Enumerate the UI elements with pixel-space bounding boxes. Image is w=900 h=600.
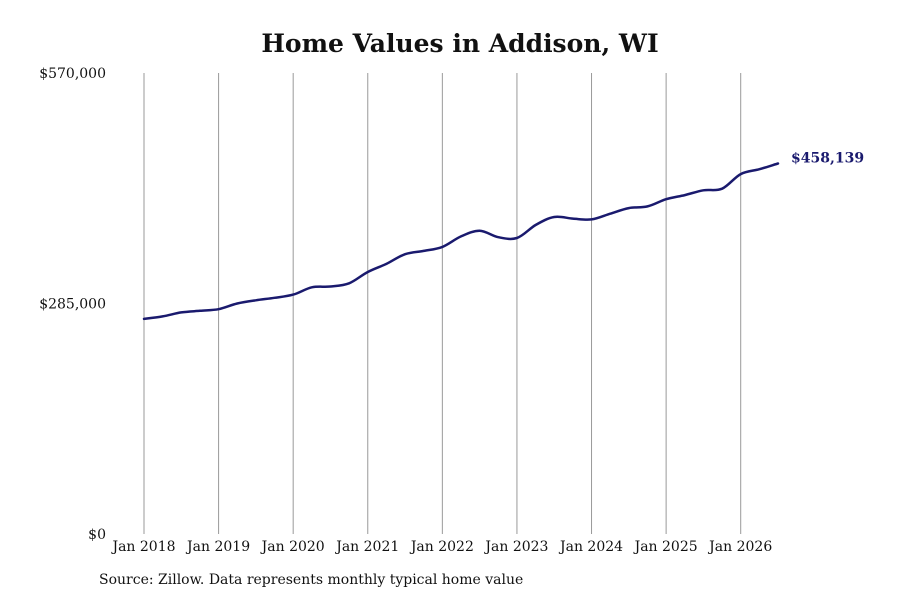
x-tick-label: Jan 2018: [110, 539, 175, 555]
y-tick-label: $0: [88, 527, 106, 543]
source-note: Source: Zillow. Data represents monthly …: [99, 572, 524, 588]
x-tick-label: Jan 2026: [707, 539, 772, 555]
chart-title: Home Values in Addison, WI: [261, 29, 658, 58]
y-tick-label: $570,000: [39, 66, 106, 82]
x-tick-label: Jan 2022: [409, 539, 474, 555]
y-axis: $0 $285,000 $570,000: [39, 66, 106, 543]
y-tick-label: $285,000: [39, 297, 106, 313]
series: [142, 162, 780, 321]
home-value-line: [142, 162, 780, 321]
grid: [143, 73, 742, 534]
x-tick-label: Jan 2023: [483, 539, 548, 555]
x-tick-label: Jan 2025: [633, 539, 698, 555]
end-value-label: $458,139: [791, 151, 864, 167]
x-tick-label: Jan 2019: [185, 539, 250, 555]
x-tick-label: Jan 2020: [260, 539, 325, 555]
x-tick-label: Jan 2021: [334, 539, 399, 555]
x-axis: Jan 2018 Jan 2019 Jan 2020 Jan 2021 Jan 2022…: [110, 539, 772, 555]
x-tick-label: Jan 2024: [558, 539, 623, 555]
